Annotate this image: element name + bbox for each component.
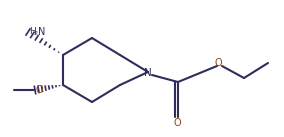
Text: N: N: [144, 68, 152, 78]
Text: O: O: [214, 58, 222, 68]
Text: O: O: [173, 118, 181, 128]
Text: N: N: [38, 27, 45, 37]
Text: 2: 2: [34, 31, 38, 36]
Text: O: O: [36, 85, 44, 95]
Text: H: H: [29, 28, 36, 36]
